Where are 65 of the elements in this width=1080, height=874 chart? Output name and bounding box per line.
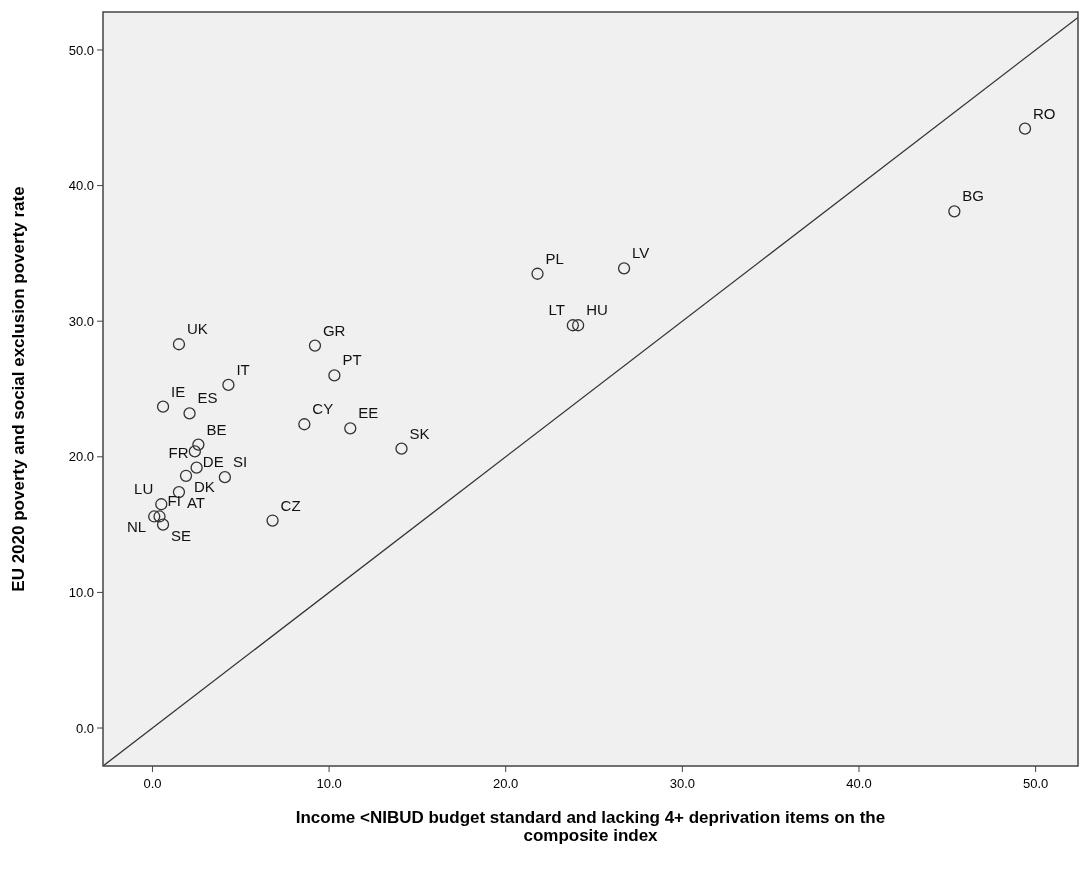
y-tick-label: 30.0 bbox=[68, 313, 94, 329]
y-tick-label: 0.0 bbox=[75, 720, 94, 736]
annotation: LV bbox=[632, 244, 650, 262]
point bbox=[190, 461, 203, 474]
point bbox=[148, 510, 161, 523]
annotation: CY bbox=[312, 400, 334, 418]
point bbox=[153, 510, 166, 523]
point bbox=[344, 422, 357, 435]
annotation: SE bbox=[171, 526, 192, 544]
point bbox=[179, 469, 193, 482]
point bbox=[328, 369, 341, 382]
point bbox=[155, 498, 168, 511]
y-tick-label: 50.0 bbox=[68, 42, 94, 58]
point bbox=[172, 338, 186, 351]
annotation: BE bbox=[206, 420, 227, 438]
point bbox=[222, 378, 235, 392]
point bbox=[395, 442, 408, 455]
point bbox=[156, 518, 170, 531]
annotation: AT bbox=[186, 494, 206, 512]
x-tick-label: 30.0 bbox=[669, 776, 695, 791]
point bbox=[531, 267, 544, 280]
annotation: EE bbox=[358, 404, 379, 422]
annotation: RO bbox=[1033, 104, 1056, 122]
point bbox=[266, 514, 279, 527]
point bbox=[308, 339, 322, 352]
x-tick-label: 20.0 bbox=[493, 776, 519, 791]
annotation: CZ bbox=[280, 496, 301, 514]
annotation: SK bbox=[409, 424, 430, 442]
annotation: IE bbox=[171, 382, 186, 400]
point bbox=[948, 205, 961, 218]
point bbox=[566, 319, 579, 332]
annotation: BG bbox=[962, 187, 985, 205]
annotation: NL bbox=[127, 518, 147, 536]
annotation: DK bbox=[194, 477, 215, 495]
x-tick-label: 40.0 bbox=[846, 776, 872, 791]
point bbox=[183, 407, 196, 420]
point bbox=[218, 471, 232, 484]
y-tick-label: 20.0 bbox=[68, 449, 94, 465]
annotation: LT bbox=[548, 301, 565, 319]
annotation: UK bbox=[186, 320, 208, 338]
point bbox=[192, 438, 205, 451]
point bbox=[156, 400, 170, 413]
annotation: HU bbox=[586, 301, 608, 319]
point bbox=[1018, 122, 1032, 135]
x-tick-label: 10.0 bbox=[316, 776, 342, 791]
x-tick-label: 50.0 bbox=[1022, 776, 1049, 791]
y-tick-label: 10.0 bbox=[68, 584, 94, 600]
x-tick-label: 0.0 bbox=[143, 776, 162, 791]
annotation: FR bbox=[168, 443, 189, 461]
point bbox=[617, 262, 631, 275]
annotation: ES bbox=[197, 389, 218, 407]
point bbox=[571, 319, 585, 332]
annotation: FI bbox=[167, 492, 181, 510]
point bbox=[298, 418, 311, 431]
annotation: DE bbox=[202, 453, 224, 471]
point bbox=[188, 445, 201, 458]
annotation: GR bbox=[322, 321, 346, 339]
annotation: LU bbox=[134, 480, 154, 498]
annotation: SI bbox=[232, 453, 248, 471]
annotation: PL bbox=[545, 249, 564, 267]
annotation: PT bbox=[342, 351, 362, 369]
y-axis-title: EU 2020 poverty and social exclusion poverty rate bbox=[9, 186, 28, 592]
annotation: IT bbox=[236, 360, 250, 378]
y-tick-label: 40.0 bbox=[68, 178, 94, 194]
x-axis-title: Income <NIBUD budget standard and lacking 4+ deprivation items on the composite index bbox=[295, 808, 886, 845]
